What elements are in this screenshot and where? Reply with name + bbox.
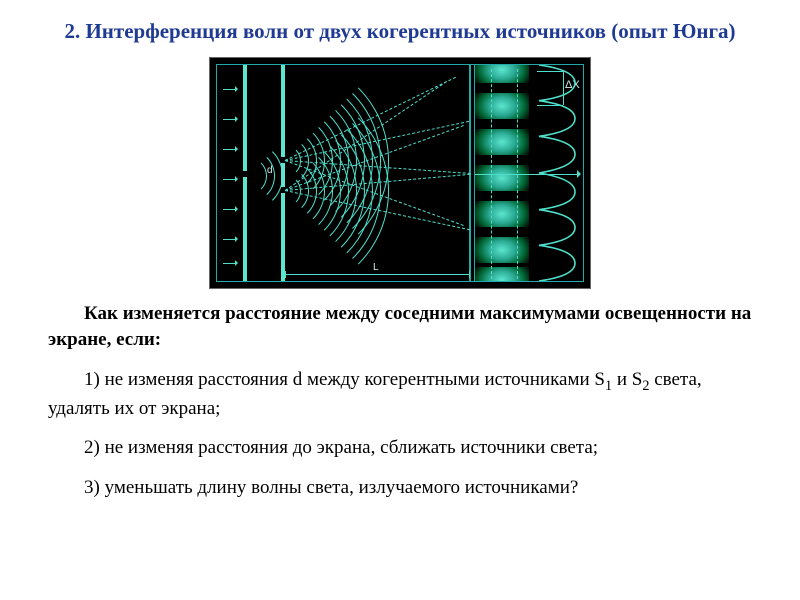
diagram-left-panel: d	[217, 65, 475, 281]
youngs-experiment-diagram: d	[209, 57, 591, 289]
intensity-curve	[531, 65, 581, 281]
option-2: 2) не изменяя расстояния до экрана, сбли…	[48, 435, 752, 461]
fringe-band	[475, 201, 529, 227]
fringe-band	[475, 237, 529, 263]
label-L: L	[373, 262, 379, 273]
fringe-band	[475, 93, 529, 119]
option-3: 3) уменьшать длину волны света, излучаем…	[48, 475, 752, 501]
fringe-band	[475, 65, 529, 83]
option-1: 1) не изменяя расстояния d между когерен…	[48, 367, 752, 422]
page-title: 2. Интерференция волн от двух когерентны…	[0, 0, 800, 53]
fringe-band	[475, 267, 529, 281]
fringe-band	[475, 165, 529, 191]
length-bracket	[285, 274, 469, 275]
fringe-band	[475, 129, 529, 155]
diagram-right-panel: ΔX	[474, 65, 583, 281]
intro-question: Как изменяется расстояние между соседним…	[48, 301, 752, 352]
body-text: Как изменяется расстояние между соседним…	[0, 301, 800, 500]
length-bracket	[469, 271, 470, 278]
length-bracket	[285, 271, 286, 278]
